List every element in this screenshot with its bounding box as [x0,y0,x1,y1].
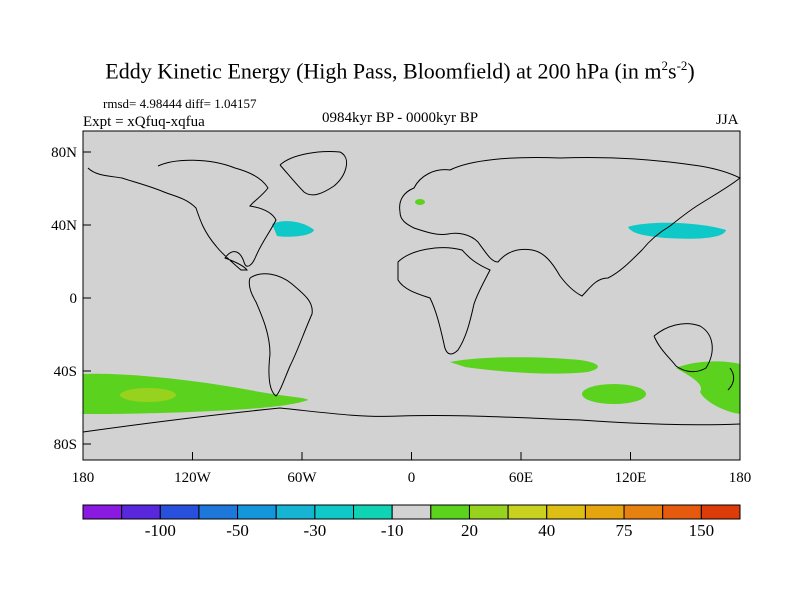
colorbar-label: -10 [381,521,404,540]
anomaly-south-of-australia [582,384,646,404]
colorbar-box [275,504,316,520]
lon-tick-label: 60W [287,470,317,486]
coast-new-zealand [727,367,735,391]
colorbar-box [546,504,586,520]
longitude-axis: 180 120W 60W 0 60E 120E 180 [72,452,752,486]
colorbar-box [121,504,161,520]
lon-tick-label: 180 [729,470,752,486]
anomaly-north-pacific [628,222,726,239]
colorbar [82,504,741,520]
season-label: JJA [716,112,739,128]
colorbar-label: -50 [226,521,249,540]
colorbar-labels: -100 -50 -30 -10 20 40 75 150 [145,521,714,540]
colorbar-box [584,504,625,520]
anomaly-new-zealand [676,361,740,414]
coast-africa [397,247,491,355]
lat-tick-label: 40N [51,218,77,234]
coastlines [82,151,741,433]
title-sup-1: 2 [661,58,669,73]
anomaly-southern-pacific [83,373,308,414]
colorbar-label: 75 [616,521,633,540]
coast-antarctica [82,407,741,433]
anomaly-southern-pacific-core [120,388,176,402]
stats-label: rmsd= 4.98444 diff= 1.04157 [103,96,257,111]
title-mid: s [668,58,677,84]
experiment-label: Expt = xQfuq-xqfua [83,114,205,130]
lon-tick-label: 180 [72,470,95,486]
lat-tick-label: 40S [54,364,77,380]
colorbar-box [700,504,741,520]
anomaly-north-sea [415,199,425,205]
chart-title: Eddy Kinetic Energy (High Pass, Bloomfie… [0,58,800,84]
colorbar-box [353,504,393,520]
coast-greenland [279,151,348,196]
colorbar-box [623,504,664,520]
coast-north-america [87,159,277,271]
colorbar-box [430,504,470,520]
colorbar-box [391,504,432,520]
colorbar-box [314,504,355,520]
lon-tick-label: 120E [615,470,647,486]
lat-tick-label: 80N [51,145,77,161]
latitude-axis: 80N 40N 0 40S 80S [51,145,91,453]
colorbar-label: 40 [538,521,555,540]
colorbar-box [662,504,702,520]
colorbar-label: 150 [689,521,715,540]
colorbar-label: -30 [304,521,327,540]
lon-tick-label: 0 [408,470,416,486]
coast-australia [653,323,713,373]
colorbar-box [82,504,123,520]
period-label: 0984kyr BP - 0000kyr BP [322,110,479,126]
title-close: ) [687,58,695,84]
lat-tick-label: 0 [70,291,78,307]
colorbar-box [237,504,277,520]
title-main: Eddy Kinetic Energy (High Pass, Bloomfie… [105,58,662,84]
lon-tick-label: 120W [174,470,212,486]
colorbar-box [159,504,200,520]
lon-tick-label: 60E [509,470,533,486]
anomaly-north-atlantic [272,221,314,237]
colorbar-box [468,504,509,520]
title-sup-2: -2 [676,58,688,73]
colorbar-label: -100 [145,521,176,540]
anomaly-south-indian-ocean [450,357,598,374]
colorbar-label: 20 [461,521,478,540]
coast-eurasia [399,156,741,297]
colorbar-box [198,504,239,520]
colorbar-box [507,504,548,520]
lat-tick-label: 80S [54,437,77,453]
coast-south-america [248,273,313,397]
